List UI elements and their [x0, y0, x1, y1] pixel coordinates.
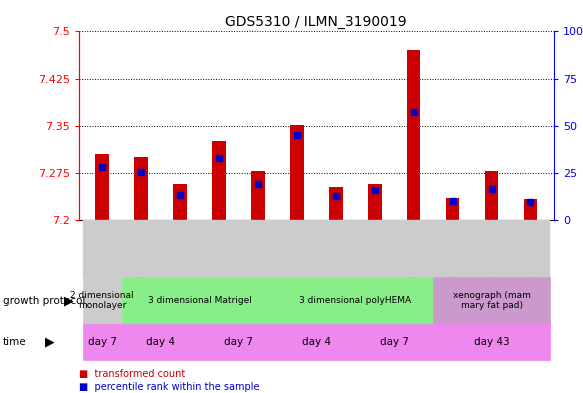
Text: growth protocol: growth protocol: [3, 296, 85, 306]
Text: 2 dimensional
monolayer: 2 dimensional monolayer: [71, 291, 134, 310]
Text: 3 dimensional Matrigel: 3 dimensional Matrigel: [147, 296, 251, 305]
Text: day 4: day 4: [146, 337, 175, 347]
Bar: [446, 198, 459, 220]
Bar: [329, 187, 343, 220]
Text: day 7: day 7: [380, 337, 409, 347]
Bar: [212, 141, 226, 220]
Title: GDS5310 / ILMN_3190019: GDS5310 / ILMN_3190019: [226, 15, 407, 29]
Text: day 4: day 4: [302, 337, 331, 347]
Text: xenograph (mam
mary fat pad): xenograph (mam mary fat pad): [452, 291, 531, 310]
Text: time: time: [3, 337, 27, 347]
Bar: [95, 154, 109, 220]
Bar: [524, 199, 538, 220]
Bar: [134, 157, 148, 220]
Bar: [407, 50, 420, 220]
Text: ■  percentile rank within the sample: ■ percentile rank within the sample: [79, 382, 259, 392]
Bar: [173, 184, 187, 220]
Bar: [251, 171, 265, 220]
Text: ■  transformed count: ■ transformed count: [79, 369, 185, 379]
Text: day 7: day 7: [224, 337, 253, 347]
Bar: [290, 125, 304, 220]
Bar: [368, 184, 381, 220]
Text: day 7: day 7: [87, 337, 117, 347]
Text: ▶: ▶: [64, 294, 73, 307]
Text: ▶: ▶: [45, 335, 54, 349]
Text: day 43: day 43: [474, 337, 510, 347]
Text: 3 dimensional polyHEMA: 3 dimensional polyHEMA: [299, 296, 411, 305]
Bar: [484, 171, 498, 220]
